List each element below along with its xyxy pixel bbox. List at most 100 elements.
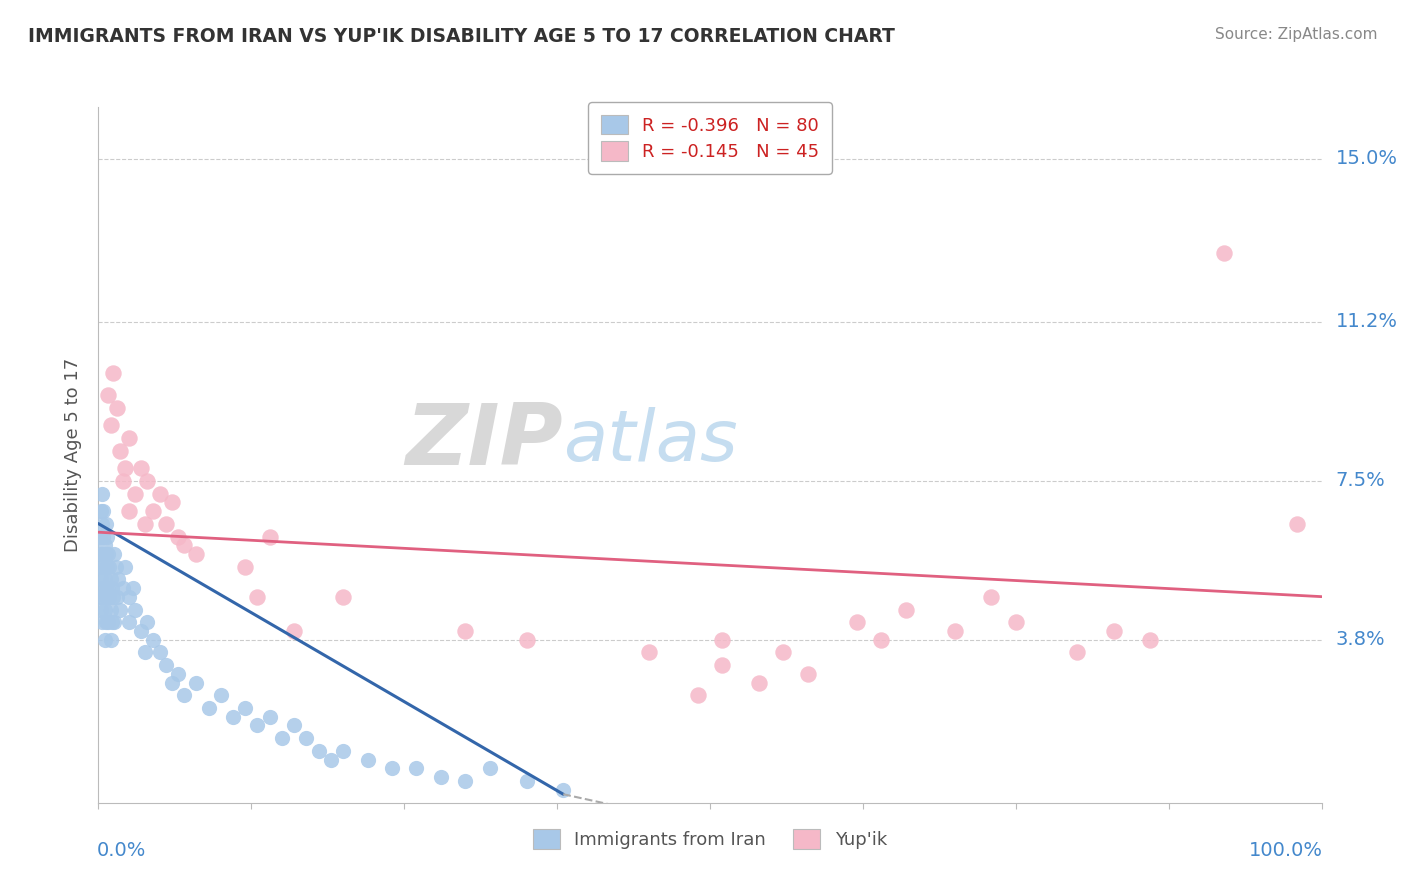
- Point: [1286, 516, 1309, 531]
- Point: [160, 675, 183, 690]
- Point: [894, 602, 917, 616]
- Point: [100, 573, 122, 587]
- Point: [91, 559, 114, 574]
- Point: [553, 783, 575, 797]
- Point: [107, 573, 129, 587]
- Text: 11.2%: 11.2%: [1336, 312, 1398, 331]
- Point: [101, 590, 124, 604]
- Text: atlas: atlas: [564, 407, 738, 475]
- Legend: Immigrants from Iran, Yup'ik: Immigrants from Iran, Yup'ik: [526, 822, 894, 856]
- Point: [110, 602, 132, 616]
- Point: [308, 744, 330, 758]
- Point: [104, 559, 127, 574]
- Point: [114, 559, 136, 574]
- Point: [295, 731, 318, 746]
- Point: [105, 590, 128, 604]
- Point: [105, 401, 128, 415]
- Point: [186, 675, 208, 690]
- Point: [1004, 615, 1026, 630]
- Point: [96, 590, 118, 604]
- Point: [259, 529, 281, 543]
- Point: [89, 529, 111, 543]
- Point: [233, 701, 256, 715]
- Point: [110, 443, 132, 458]
- Point: [91, 529, 114, 543]
- Point: [111, 474, 134, 488]
- Point: [845, 615, 868, 630]
- Point: [454, 774, 477, 789]
- Point: [100, 632, 122, 647]
- Point: [94, 615, 117, 630]
- Point: [246, 718, 269, 732]
- Point: [332, 744, 354, 758]
- Point: [222, 710, 245, 724]
- Point: [748, 675, 770, 690]
- Point: [96, 529, 118, 543]
- Point: [114, 460, 136, 475]
- Point: [118, 615, 141, 630]
- Point: [89, 590, 111, 604]
- Point: [332, 590, 354, 604]
- Text: ZIP: ZIP: [405, 400, 564, 483]
- Point: [111, 581, 134, 595]
- Point: [142, 632, 165, 647]
- Point: [129, 460, 152, 475]
- Point: [259, 710, 281, 724]
- Point: [711, 658, 734, 673]
- Point: [943, 624, 966, 638]
- Point: [356, 753, 378, 767]
- Point: [1139, 632, 1161, 647]
- Point: [97, 388, 120, 402]
- Point: [637, 645, 661, 659]
- Point: [90, 547, 112, 561]
- Point: [686, 689, 709, 703]
- Point: [1066, 645, 1088, 659]
- Point: [91, 547, 114, 561]
- Point: [94, 581, 117, 595]
- Point: [97, 581, 120, 595]
- Point: [121, 581, 143, 595]
- Point: [91, 486, 114, 500]
- Point: [103, 615, 125, 630]
- Point: [134, 516, 156, 531]
- Point: [97, 615, 120, 630]
- Point: [454, 624, 477, 638]
- Point: [149, 645, 172, 659]
- Point: [149, 486, 172, 500]
- Point: [118, 590, 141, 604]
- Point: [100, 417, 122, 432]
- Text: Source: ZipAtlas.com: Source: ZipAtlas.com: [1215, 27, 1378, 42]
- Point: [136, 615, 159, 630]
- Point: [515, 632, 537, 647]
- Point: [980, 590, 1002, 604]
- Point: [93, 632, 115, 647]
- Point: [155, 658, 177, 673]
- Point: [94, 547, 117, 561]
- Point: [155, 516, 177, 531]
- Text: 0.0%: 0.0%: [97, 841, 146, 860]
- Point: [405, 761, 427, 775]
- Point: [91, 504, 114, 518]
- Text: 100.0%: 100.0%: [1249, 841, 1323, 860]
- Point: [209, 689, 232, 703]
- Point: [90, 602, 112, 616]
- Point: [1212, 246, 1234, 260]
- Point: [167, 529, 190, 543]
- Point: [93, 573, 115, 587]
- Point: [197, 701, 219, 715]
- Point: [103, 547, 125, 561]
- Text: IMMIGRANTS FROM IRAN VS YUP'IK DISABILITY AGE 5 TO 17 CORRELATION CHART: IMMIGRANTS FROM IRAN VS YUP'IK DISABILIT…: [28, 27, 896, 45]
- Point: [124, 602, 146, 616]
- Text: 7.5%: 7.5%: [1336, 471, 1385, 491]
- Point: [96, 559, 118, 574]
- Point: [870, 632, 893, 647]
- Point: [98, 559, 121, 574]
- Point: [101, 367, 124, 381]
- Point: [100, 602, 122, 616]
- Point: [142, 504, 165, 518]
- Point: [167, 667, 190, 681]
- Point: [173, 689, 195, 703]
- Point: [91, 590, 114, 604]
- Point: [381, 761, 404, 775]
- Point: [91, 581, 114, 595]
